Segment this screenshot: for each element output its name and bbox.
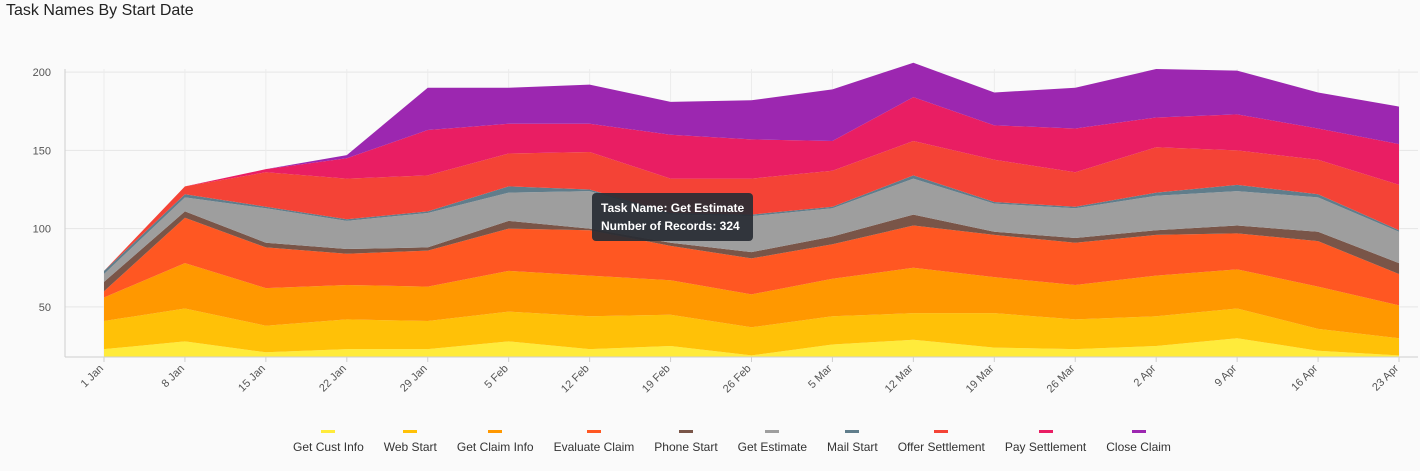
y-tick-label: 200 <box>33 67 51 79</box>
x-tick-label: 5 Mar <box>806 362 835 391</box>
tooltip-record-count: Number of Records: 324 <box>601 219 740 233</box>
chart-title: Task Names By Start Date <box>6 2 194 19</box>
legend-label: Phone Start <box>654 440 718 454</box>
legend-swatch <box>403 430 418 433</box>
x-tick-label: 23 Apr <box>1370 362 1401 393</box>
x-tick-label: 15 Jan <box>236 363 268 395</box>
area-get-cust-info[interactable] <box>104 338 1399 357</box>
area-pay-settlement[interactable] <box>104 97 1399 271</box>
legend-swatch <box>934 430 949 433</box>
area-close-claim[interactable] <box>104 62 1399 271</box>
chart-tooltip: Task Name: Get Estimate Number of Record… <box>592 193 754 241</box>
legend-swatch <box>586 430 601 433</box>
tooltip-task-name: Task Name: Get Estimate <box>601 201 745 215</box>
legend-label: Mail Start <box>827 440 878 454</box>
legend-swatch <box>488 430 503 433</box>
x-tick-label: 29 Jan <box>398 363 430 395</box>
legend-swatch <box>765 430 780 433</box>
x-tick-label: 26 Feb <box>721 363 754 396</box>
area-get-claim-info[interactable] <box>104 263 1399 339</box>
legend-item-web-start[interactable]: Web Start <box>384 430 437 454</box>
x-tick-label: 2 Apr <box>1132 362 1159 389</box>
x-tick-label: 19 Mar <box>964 362 997 395</box>
legend-label: Get Cust Info <box>293 440 364 454</box>
legend-item-phone-start[interactable]: Phone Start <box>654 430 718 454</box>
legend-item-offer-settlement[interactable]: Offer Settlement <box>898 430 985 454</box>
area-phone-start[interactable] <box>104 211 1399 292</box>
legend-label: Close Claim <box>1106 440 1171 454</box>
legend-label: Get Claim Info <box>456 440 534 454</box>
legend-item-evaluate-claim[interactable]: Evaluate Claim <box>553 430 635 454</box>
legend-swatch <box>321 430 336 433</box>
x-tick-label: 5 Feb <box>482 363 510 391</box>
legend-label: Offer Settlement <box>897 440 985 454</box>
legend-swatch <box>678 430 693 433</box>
legend-swatch <box>1038 430 1053 433</box>
legend-label: Get Estimate <box>737 440 808 454</box>
x-tick-label: 19 Feb <box>640 363 673 396</box>
x-tick-label: 1 Jan <box>79 363 107 391</box>
legend-label: Web Start <box>383 440 437 454</box>
y-tick-label: 100 <box>33 224 51 236</box>
area-web-start[interactable] <box>104 308 1399 356</box>
legend-label: Evaluate Claim <box>553 440 635 454</box>
area-evaluate-claim[interactable] <box>104 217 1399 306</box>
legend-item-pay-settlement[interactable]: Pay Settlement <box>1005 430 1086 454</box>
legend-item-close-claim[interactable]: Close Claim <box>1106 430 1171 454</box>
legend-swatch <box>845 430 860 433</box>
x-tick-label: 9 Apr <box>1213 362 1240 389</box>
legend-item-get-cust-info[interactable]: Get Cust Info <box>293 430 364 454</box>
x-tick-label: 26 Mar <box>1045 362 1078 395</box>
y-tick-label: 150 <box>33 145 51 157</box>
legend-item-get-claim-info[interactable]: Get Claim Info <box>457 430 534 454</box>
x-tick-label: 12 Feb <box>559 363 592 396</box>
x-tick-label: 12 Mar <box>883 362 916 395</box>
x-tick-label: 16 Apr <box>1289 362 1320 393</box>
legend-item-mail-start[interactable]: Mail Start <box>827 430 878 454</box>
legend-swatch <box>1131 430 1146 433</box>
legend-item-get-estimate[interactable]: Get Estimate <box>738 430 807 454</box>
x-tick-label: 22 Jan <box>317 363 349 395</box>
y-tick-label: 50 <box>39 302 51 314</box>
x-tick-label: 8 Jan <box>160 363 188 391</box>
legend: Get Cust Info Web Start Get Claim Info Eval… <box>0 430 1420 454</box>
legend-label: Pay Settlement <box>1004 440 1087 454</box>
